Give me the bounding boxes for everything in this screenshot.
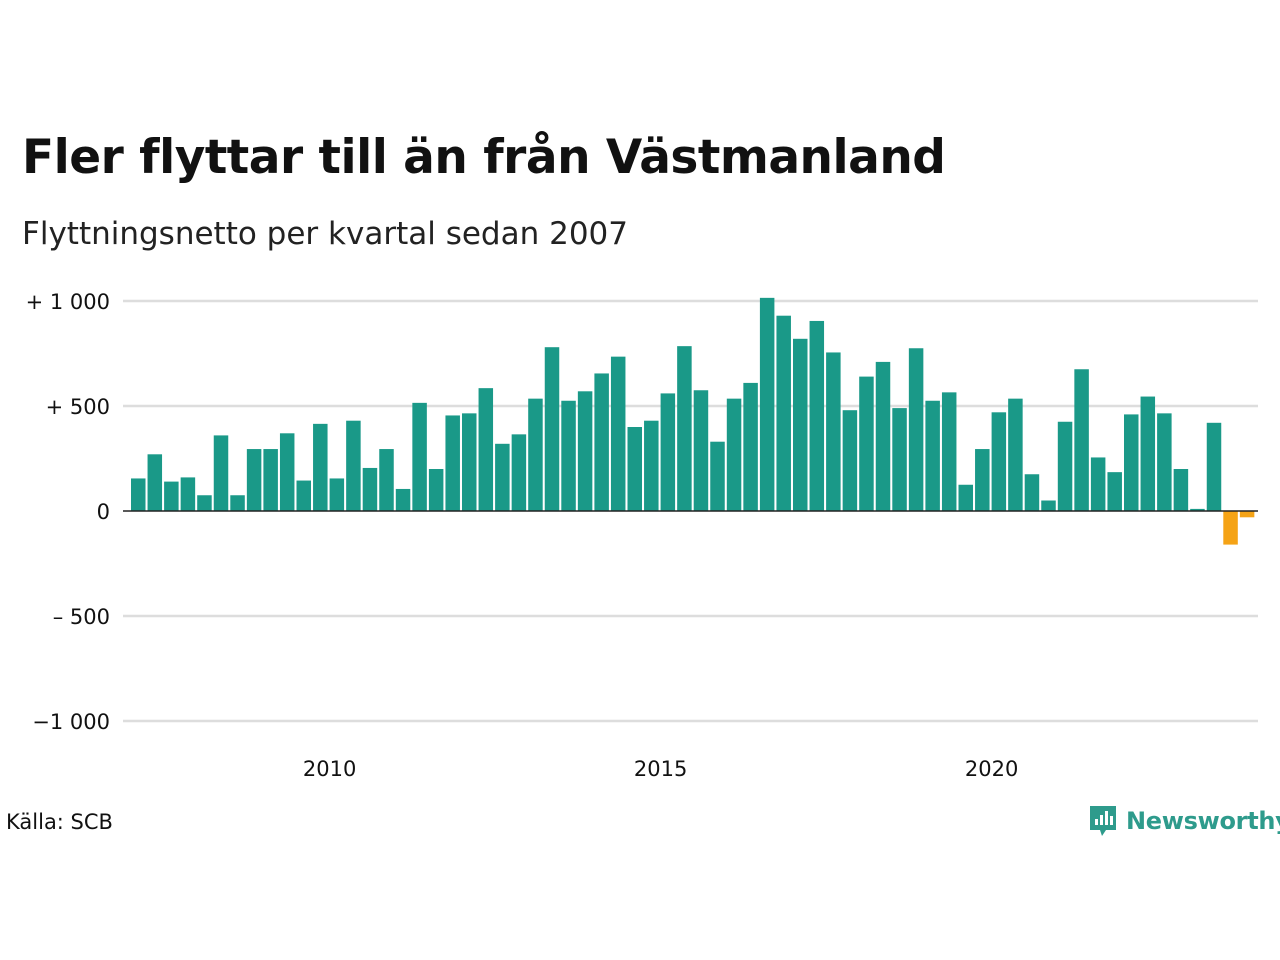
bar-2018-q3: [892, 408, 907, 511]
bar-2012-q2: [478, 388, 494, 511]
gridlines: [123, 299, 1258, 723]
bar-2010-q1: [329, 478, 345, 511]
bar-2007-q4: [180, 477, 196, 511]
y-tick-label: −1 000: [32, 710, 110, 734]
bar-2017-q3: [826, 352, 841, 511]
bar-2019-q4: [975, 449, 990, 511]
bar-2017-q2: [809, 320, 825, 511]
bar-2023-q4: [1239, 511, 1255, 518]
bar-2022-q4: [1173, 469, 1189, 511]
bar-2010-q2: [346, 420, 361, 511]
x-tick-label: 2015: [634, 757, 687, 781]
source-note: Källa: SCB: [6, 810, 113, 834]
bar-2012-q1: [462, 413, 477, 511]
bar-2012-q3: [495, 443, 510, 511]
bar-2021-q1: [1057, 421, 1073, 511]
bar-2021-q2: [1074, 369, 1089, 511]
bar-2011-q4: [445, 415, 460, 511]
newsworthy-logo-icon: [1090, 806, 1116, 836]
bar-2013-q3: [561, 400, 576, 511]
bar-2014-q1: [594, 373, 609, 511]
bar-2016-q1: [726, 398, 742, 511]
bar-2019-q1: [925, 400, 940, 511]
bar-2015-q2: [677, 346, 692, 511]
bar-2007-q2: [147, 454, 163, 511]
bar-2019-q2: [941, 392, 957, 511]
chart-subtitle: Flyttningsnetto per kvartal sedan 2007: [22, 216, 628, 252]
bar-2009-q3: [296, 480, 311, 511]
bar-2009-q2: [279, 433, 295, 511]
bar-2010-q3: [362, 467, 378, 511]
bar-2014-q2: [610, 356, 626, 511]
bar-2016-q2: [743, 382, 758, 511]
bar-2008-q2: [213, 435, 229, 511]
bar-2012-q4: [511, 434, 527, 511]
y-tick-label: + 1 000: [26, 290, 110, 314]
newsworthy-logo[interactable]: Newsworthy: [1088, 804, 1280, 838]
bar-2022-q2: [1140, 396, 1156, 511]
x-tick-label: 2020: [965, 757, 1018, 781]
y-tick-label: 0: [97, 500, 110, 524]
y-axis-labels: + 1 000 + 500 0 – 500 −1 000: [26, 290, 110, 734]
bar-2008-q1: [197, 495, 212, 511]
bar-2007-q3: [164, 481, 179, 511]
bar-2008-q3: [230, 495, 245, 511]
bar-2011-q2: [412, 402, 427, 511]
bar-2022-q3: [1157, 413, 1172, 511]
bar-2023-q2: [1206, 422, 1222, 511]
brand-name: Newsworthy: [1126, 807, 1280, 835]
bar-2015-q1: [660, 393, 676, 511]
x-axis-labels: 2010 2015 2020: [303, 757, 1018, 781]
bar-2010-q4: [379, 449, 394, 511]
chart-title: Fler flyttar till än från Västmanland: [22, 130, 946, 185]
bar-2018-q2: [875, 361, 891, 511]
bar-2007-q1: [131, 478, 146, 511]
x-tick-label: 2010: [303, 757, 356, 781]
bar-2020-q3: [1024, 474, 1040, 511]
bar-2008-q4: [246, 449, 262, 511]
bar-2015-q4: [710, 441, 725, 511]
bar-2021-q3: [1090, 457, 1106, 511]
bar-2022-q1: [1124, 414, 1139, 511]
bar-2009-q1: [263, 449, 278, 511]
bar-2023-q3: [1223, 511, 1238, 545]
bar-2017-q1: [793, 338, 808, 511]
bar-2011-q3: [428, 469, 444, 511]
bar-2023-q1: [1190, 508, 1205, 511]
y-tick-label: + 500: [46, 395, 110, 419]
bar-2019-q3: [958, 484, 973, 511]
y-tick-label: – 500: [53, 605, 110, 629]
bar-2016-q4: [776, 315, 791, 511]
bar-2014-q4: [644, 420, 659, 511]
bar-2016-q3: [759, 297, 775, 511]
bar-2011-q1: [395, 488, 411, 511]
bar-2013-q4: [577, 391, 593, 511]
bar-2009-q4: [313, 423, 328, 511]
bar-2018-q4: [908, 348, 924, 511]
bar-2014-q3: [627, 427, 642, 511]
bar-2013-q1: [528, 398, 543, 511]
bar-2020-q2: [1008, 398, 1023, 511]
bar-2020-q1: [991, 412, 1007, 511]
bar-2018-q1: [859, 376, 874, 511]
bar-2020-q4: [1041, 500, 1056, 511]
bar-2015-q3: [693, 390, 709, 511]
bar-2017-q4: [842, 410, 858, 511]
bar-2021-q4: [1107, 472, 1122, 511]
bars: [131, 297, 1255, 545]
bar-2013-q2: [544, 347, 560, 511]
